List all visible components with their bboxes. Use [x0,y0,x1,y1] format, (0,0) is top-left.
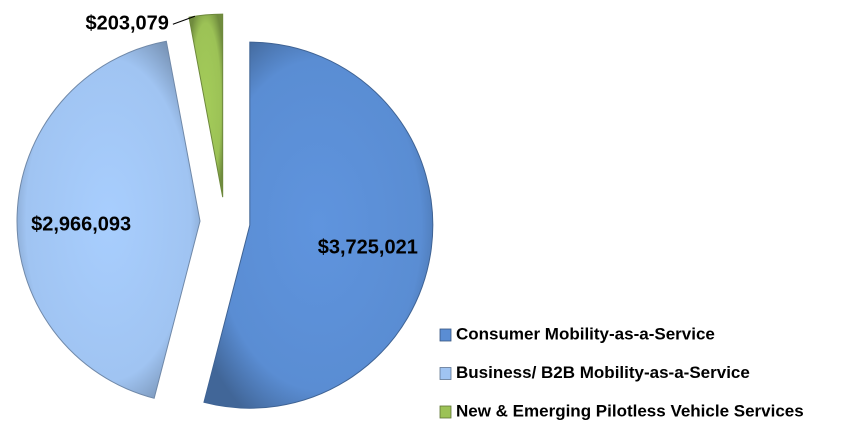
legend-label: Business/ B2B Mobility-as-a-Service [456,363,750,382]
data-label: $2,966,093 [31,213,131,235]
legend-swatch [439,405,452,419]
pie-slice [16,40,201,399]
legend-label: New & Emerging Pilotless Vehicle Service… [456,401,804,420]
pie-slice [203,41,434,409]
legend-swatch [439,367,452,380]
leader-line [172,15,196,25]
pie-slice [188,13,224,198]
data-label: $203,079 [85,13,168,35]
legend-label: Consumer Mobility-as-a-Service [456,324,715,343]
data-label: $3,725,021 [318,236,418,258]
legend-swatch [439,328,452,342]
